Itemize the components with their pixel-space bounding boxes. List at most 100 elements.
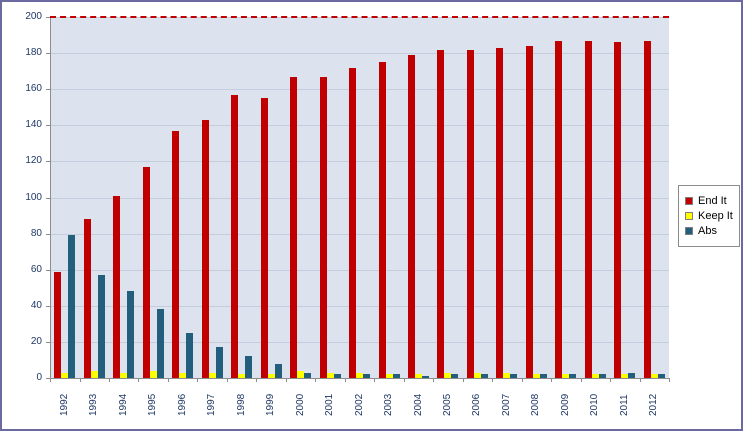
bar-end-it-2005 [437, 49, 445, 378]
x-axis-tick [433, 378, 435, 382]
y-axis-tick [46, 269, 50, 271]
bar-abs-1996 [186, 332, 194, 378]
y-axis-tick [46, 341, 50, 343]
bar-end-it-2010 [584, 40, 592, 378]
bar-keep-it-1999 [267, 374, 275, 378]
y-axis-tick [46, 89, 50, 91]
x-axis-tick-label: 2012 [648, 393, 660, 416]
bar-keep-it-1998 [238, 374, 246, 378]
bar-keep-it-1993 [90, 370, 98, 378]
y-axis-tick [46, 125, 50, 127]
gridline [50, 161, 669, 163]
bar-keep-it-2009 [562, 374, 570, 378]
y-axis-tick [46, 53, 50, 55]
bar-end-it-2006 [466, 49, 474, 378]
bar-abs-2003 [392, 374, 400, 378]
bar-keep-it-1992 [61, 372, 69, 378]
x-axis-tick-label: 2002 [353, 393, 365, 416]
bar-end-it-2008 [525, 45, 533, 378]
reference-line [50, 16, 669, 18]
bar-abs-1993 [97, 275, 105, 378]
y-axis-tick [46, 161, 50, 163]
gridline [50, 197, 669, 199]
x-axis-tick [374, 378, 376, 382]
y-axis-tick [46, 305, 50, 307]
x-axis-tick-label: 1992 [58, 393, 70, 416]
x-axis-tick-label: 2010 [589, 393, 601, 416]
x-axis-tick [197, 378, 199, 382]
legend-label: Abs [698, 225, 717, 237]
x-axis-tick [551, 378, 553, 382]
x-axis-tick [580, 378, 582, 382]
bar-abs-1994 [127, 291, 135, 378]
x-axis-tick-label: 1997 [206, 393, 218, 416]
y-axis-tick [46, 17, 50, 18]
bar-abs-2012 [657, 374, 665, 378]
x-axis-tick-label: 2005 [441, 393, 453, 416]
gridline [50, 89, 669, 91]
bar-end-it-2000 [290, 76, 297, 378]
y-axis-tick-label: 120 [25, 155, 42, 167]
bar-keep-it-2005 [444, 372, 452, 378]
x-axis-tick [109, 378, 110, 382]
x-axis-line [50, 378, 669, 379]
bar-abs-1998 [245, 356, 253, 378]
x-axis-tick-label: 1993 [88, 393, 100, 416]
legend-swatch-icon [685, 227, 693, 235]
x-axis-tick-label: 1996 [176, 393, 188, 416]
y-axis-tick [46, 378, 50, 379]
bar-keep-it-1996 [179, 372, 187, 378]
x-axis-tick [344, 378, 346, 382]
bar-end-it-2009 [555, 40, 563, 378]
x-axis-tick-label: 2008 [530, 393, 542, 416]
bar-end-it-1996 [172, 130, 180, 378]
bar-keep-it-2000 [297, 370, 304, 378]
y-axis-tick-label: 180 [25, 47, 42, 59]
bar-end-it-2001 [319, 76, 327, 378]
bar-keep-it-1997 [208, 372, 216, 378]
gridline [50, 305, 669, 307]
bar-keep-it-2011 [621, 374, 629, 378]
bar-end-it-1999 [260, 98, 268, 378]
legend-entry-end-it: End It [685, 195, 733, 207]
bar-abs-1999 [274, 363, 282, 378]
bar-abs-2007 [510, 374, 518, 378]
bar-keep-it-1995 [149, 370, 157, 378]
bar-keep-it-2008 [532, 374, 540, 378]
x-axis-tick [492, 378, 494, 382]
bar-abs-2004 [422, 376, 429, 378]
bar-abs-2006 [480, 374, 488, 378]
y-axis-tick-label: 80 [30, 227, 42, 239]
gridline [50, 341, 669, 343]
bar-end-it-2002 [349, 67, 356, 378]
y-axis-tick-label: 200 [25, 11, 42, 22]
x-axis-tick [521, 378, 523, 382]
bar-abs-2009 [569, 374, 577, 378]
y-axis-tick-label: 0 [36, 372, 42, 383]
x-axis-tick-label: 2006 [471, 393, 483, 416]
gridline [50, 125, 669, 127]
y-axis-tick-label: 100 [25, 191, 42, 203]
bar-keep-it-2010 [591, 374, 599, 378]
x-axis-tick [50, 378, 51, 382]
x-axis-tick [639, 378, 641, 382]
bar-end-it-1997 [201, 119, 209, 378]
x-axis-tick [315, 378, 317, 382]
x-axis-tick [403, 378, 405, 382]
gridline [50, 233, 669, 235]
bar-end-it-1998 [231, 94, 239, 378]
bar-abs-2011 [628, 372, 636, 378]
bar-abs-2001 [333, 374, 341, 378]
x-axis-tick [610, 378, 611, 382]
bar-abs-2000 [304, 372, 311, 378]
bar-end-it-1993 [83, 219, 91, 378]
x-axis-tick-label: 2004 [412, 393, 424, 416]
x-axis-tick [285, 378, 287, 382]
bar-abs-2002 [363, 374, 370, 378]
bar-abs-2010 [598, 374, 606, 378]
bar-end-it-2011 [614, 42, 622, 378]
y-axis-tick-label: 40 [30, 299, 42, 311]
x-axis-tick-label: 2003 [383, 393, 394, 416]
bar-keep-it-2007 [503, 372, 511, 378]
bar-end-it-2004 [408, 54, 415, 378]
